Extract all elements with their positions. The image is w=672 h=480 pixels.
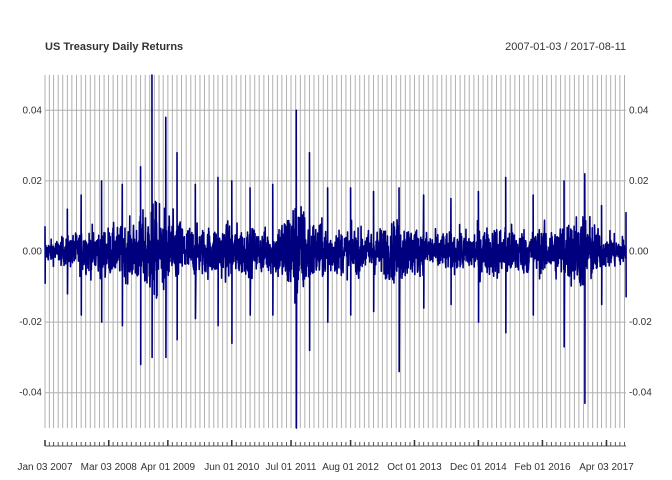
series-group	[44, 74, 627, 429]
date-range-label: 2007-01-03 / 2017-08-11	[505, 41, 626, 53]
y-tick-label-left: 0.00	[23, 247, 43, 258]
y-tick-label-left: -0.04	[19, 388, 42, 399]
x-tick-label: Aug 01 2012	[322, 462, 379, 473]
x-tick-label: Mar 03 2008	[81, 462, 138, 473]
y-tick-label-left: 0.02	[23, 176, 43, 187]
y-ticks-right: -0.04 -0.02 0.00 0.02 0.04	[629, 105, 652, 398]
y-tick-label-right: 0.02	[629, 176, 649, 187]
y-ticks-left: -0.04 -0.02 0.00 0.02 0.04	[19, 105, 42, 398]
y-tick-label-right: -0.02	[629, 317, 652, 328]
x-tick-label: Jan 03 2007	[17, 462, 72, 473]
y-tick-label-right: 0.04	[629, 105, 649, 116]
y-tick-label-left: 0.04	[23, 105, 43, 116]
y-tick-label-right: 0.00	[629, 247, 649, 258]
x-tick-label: Feb 01 2016	[514, 462, 571, 473]
x-tick-label: Jul 01 2011	[266, 462, 317, 473]
series-line	[44, 74, 627, 429]
x-tick-label: Apr 03 2017	[579, 462, 634, 473]
x-tick-label: Apr 01 2009	[141, 462, 196, 473]
y-tick-label-right: -0.04	[629, 388, 652, 399]
x-tick-label: Jun 01 2010	[204, 462, 259, 473]
y-tick-label-left: -0.02	[19, 317, 42, 328]
x-ticks: Jan 03 2007 Mar 03 2008 Apr 01 2009 Jun 01 …	[17, 440, 634, 473]
x-tick-label: Dec 01 2014	[450, 462, 507, 473]
x-tick-label: Oct 01 2013	[387, 462, 442, 473]
chart-title: US Treasury Daily Returns	[45, 41, 183, 53]
